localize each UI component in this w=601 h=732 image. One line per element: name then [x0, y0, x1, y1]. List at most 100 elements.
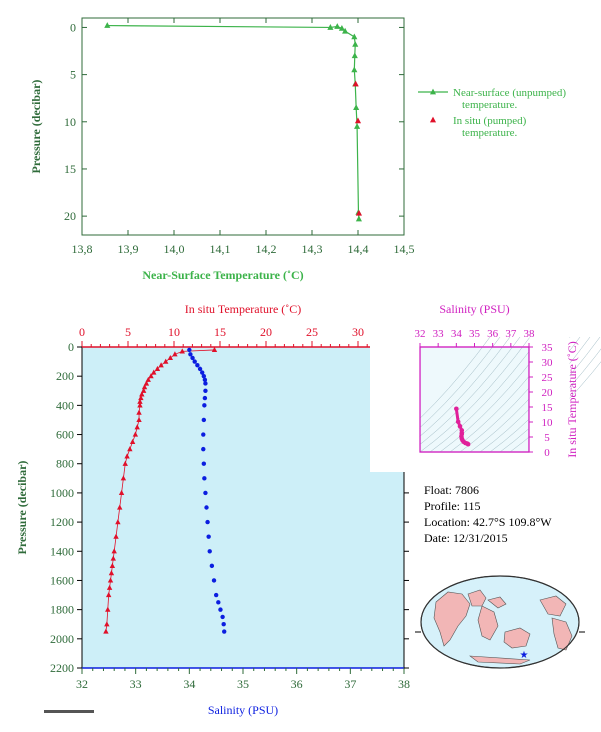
- profile-label: Profile: 115: [424, 499, 481, 513]
- near-surface-point-0: [351, 52, 358, 59]
- temperature-profile-point: [122, 460, 128, 466]
- pressure-tick-label: 1000: [50, 486, 74, 500]
- pressure-tick-label: 1200: [50, 515, 74, 529]
- salinity-profile-point: [221, 622, 226, 627]
- near-surface-x-tick-label: 14,4: [348, 242, 369, 256]
- salinity-tick-label: 37: [344, 677, 356, 691]
- salinity-profile-point: [203, 381, 208, 386]
- legend-label-0: temperature.: [462, 99, 518, 111]
- near-surface-point-0: [352, 41, 359, 47]
- salinity-profile-point: [218, 607, 223, 612]
- near-surface-point-0: [327, 24, 334, 30]
- near-surface-x-axis-label: Near-Surface Temperature (˚C): [142, 268, 303, 282]
- near-surface-point-0: [354, 123, 361, 129]
- salinity-profile-point: [201, 432, 206, 437]
- salinity-profile-point: [222, 629, 227, 634]
- ts-x-tick-label: 33: [433, 328, 445, 340]
- salinity-profile-point: [202, 377, 208, 383]
- temperature-profile-point: [136, 416, 142, 423]
- salinity-profile-point: [188, 352, 193, 357]
- world-map-land: [551, 617, 573, 651]
- temperature-profile-point: [137, 402, 143, 408]
- ts-profile-point: [455, 419, 461, 425]
- near-surface-y-tick-label: 0: [70, 20, 76, 34]
- salinity-profile-point: [192, 359, 197, 364]
- ts-clip-mask-left: [370, 327, 420, 472]
- temperature-profile-point: [145, 376, 151, 382]
- salinity-profile-point: [202, 476, 207, 481]
- salinity-profile-point: [201, 417, 207, 423]
- temperature-profile-point: [105, 606, 111, 612]
- salinity-tick-label: 34: [183, 677, 195, 691]
- salinity-profile-point: [201, 461, 207, 466]
- temperature-profile-point: [132, 431, 139, 437]
- temperature-profile-point: [163, 358, 169, 364]
- near-surface-y-tick-label: 15: [64, 162, 76, 176]
- near-surface-point-0: [351, 66, 358, 73]
- ts-x-tick-label: 36: [487, 328, 499, 340]
- salinity-profile-point: [203, 490, 208, 496]
- near-surface-x-tick-label: 14,5: [394, 242, 415, 256]
- near-surface-x-tick-label: 13,9: [118, 242, 139, 256]
- ts-density-contour: [409, 336, 521, 453]
- near-surface-point-0: [104, 22, 111, 28]
- salinity-tick-label: 32: [76, 677, 88, 691]
- salinity-profile-point: [202, 395, 208, 401]
- near-surface-plot-frame: [81, 17, 405, 236]
- temperature-profile-point: [138, 395, 144, 401]
- temperature-profile-point: [167, 354, 174, 361]
- footer-watermark: [44, 710, 94, 713]
- salinity-profile-point: [202, 403, 207, 408]
- salinity-profile-point: [200, 370, 205, 375]
- temperature-profile-point: [172, 351, 178, 357]
- temperature-profile-point: [137, 398, 143, 404]
- near-surface-y-tick-label: 5: [70, 68, 76, 82]
- pressure-tick-label: 1800: [50, 603, 74, 617]
- world-map-land: [433, 591, 471, 647]
- near-surface-point-1: [352, 80, 359, 87]
- temperature-profile-point: [179, 348, 185, 354]
- legend-marker-0: [429, 88, 437, 95]
- ts-y-tick-label: 20: [542, 387, 554, 399]
- temperature-profile-point: [124, 453, 130, 459]
- ts-x-tick-label: 34: [451, 328, 463, 340]
- temperature-profile-point: [151, 369, 157, 375]
- temperature-axis-label: In situ Temperature (˚C): [185, 302, 302, 316]
- salinity-profile-point: [207, 549, 212, 554]
- pressure-tick-label: 1600: [50, 573, 74, 587]
- temperature-profile-point: [110, 555, 116, 561]
- salinity-tick-label: 36: [291, 677, 303, 691]
- temperature-profile-point: [129, 438, 136, 444]
- temperature-profile-point: [104, 621, 110, 627]
- ts-clip-mask-right: [529, 327, 570, 472]
- temperature-tick-label: 30: [352, 325, 364, 339]
- near-surface-x-tick-label: 14,3: [302, 242, 323, 256]
- ts-y-tick-label: 30: [542, 357, 554, 369]
- ts-y-axis-label: In situ Temperature (˚C): [565, 341, 579, 458]
- near-surface-point-0: [351, 33, 358, 40]
- salinity-profile-point: [201, 373, 207, 379]
- near-surface-x-tick-label: 14,2: [256, 242, 277, 256]
- salinity-profile-point: [216, 600, 221, 605]
- temperature-profile-point: [106, 584, 113, 590]
- near-surface-y-tick-label: 10: [64, 115, 76, 129]
- ts-profile-point: [454, 406, 459, 412]
- salinity-tick-label: 38: [398, 677, 410, 691]
- salinity-tick-label: 33: [130, 677, 142, 691]
- profile-plot-background: [81, 346, 405, 669]
- legend-label-0: Near-surface (unpumped): [453, 87, 566, 99]
- ts-density-contour: [429, 336, 541, 453]
- near-surface-y-axis-label: Pressure (decibar): [29, 80, 43, 174]
- ts-plot-frame: [419, 346, 530, 453]
- temperature-profile-point: [139, 391, 145, 397]
- near-surface-point-0: [334, 23, 341, 29]
- temperature-tick-label: 25: [306, 325, 318, 339]
- temperature-profile-point: [120, 475, 127, 481]
- salinity-profile-point: [195, 363, 200, 368]
- pressure-tick-label: 2200: [50, 661, 74, 675]
- salinity-profile-point: [209, 563, 215, 569]
- temperature-profile-point: [141, 384, 148, 390]
- temperature-profile-point: [211, 346, 218, 353]
- temperature-profile-point: [105, 592, 112, 598]
- salinity-axis-label: Salinity (PSU): [208, 703, 278, 717]
